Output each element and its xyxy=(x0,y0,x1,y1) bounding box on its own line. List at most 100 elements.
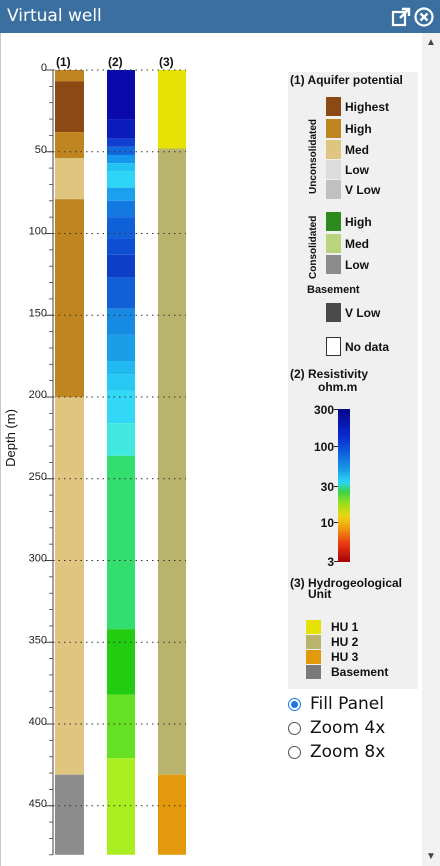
depth-tick-label: 450 xyxy=(29,798,47,810)
hydro-legend-title: (3) Hydrogeological xyxy=(290,576,403,590)
layer-col1 xyxy=(55,70,84,82)
no-data-swatch xyxy=(326,337,341,356)
depth-tick-label: 50 xyxy=(35,144,47,156)
resistivity-colorbar xyxy=(338,409,350,562)
layer-col2 xyxy=(107,423,135,456)
resistivity-tick-label: 100 xyxy=(313,440,334,454)
radio-button[interactable] xyxy=(288,722,301,735)
aquifer-swatch xyxy=(326,255,341,274)
depth-tick-label: 400 xyxy=(29,716,47,728)
radio-label[interactable]: Zoom 8x xyxy=(310,742,386,762)
hydro-label: HU 2 xyxy=(331,635,359,649)
resistivity-tick xyxy=(334,409,338,410)
layer-col2 xyxy=(107,758,135,855)
scroll-up-icon[interactable]: ▲ xyxy=(426,37,436,48)
resistivity-tick-label: 30 xyxy=(320,480,334,494)
hydro-legend-title-2: Unit xyxy=(308,587,332,601)
layer-col2 xyxy=(107,146,135,156)
aquifer-swatch xyxy=(326,119,341,138)
basement-label: Basement xyxy=(307,284,360,296)
radio-button[interactable] xyxy=(288,746,301,759)
aquifer-swatch xyxy=(326,180,341,199)
layer-col2 xyxy=(107,308,135,335)
depth-tick-label: 0 xyxy=(41,62,47,74)
resistivity-legend-title: (2) Resistivity xyxy=(290,367,369,381)
layer-col2 xyxy=(107,238,135,255)
depth-tick-label: 200 xyxy=(29,389,47,401)
layer-col2 xyxy=(107,217,135,239)
aquifer-swatch xyxy=(326,140,341,159)
hydro-label: HU 1 xyxy=(331,620,359,634)
layer-col2 xyxy=(107,187,135,201)
external-link-icon[interactable] xyxy=(391,7,411,27)
resistivity-tick-label: 10 xyxy=(320,516,334,530)
close-circle-icon[interactable] xyxy=(414,7,434,27)
layer-col2 xyxy=(107,334,135,362)
layer-col2 xyxy=(107,200,135,218)
aquifer-label: Low xyxy=(345,258,369,272)
aquifer-label: High xyxy=(345,215,372,229)
aquifer-label: V Low xyxy=(345,183,381,197)
virtual-well-panel: (1) (2) (3) 0 50 100 150 200 250 300 350 400 450 Dept… xyxy=(0,33,440,866)
hydro-label: HU 3 xyxy=(331,650,359,664)
aquifer-swatch xyxy=(326,160,341,179)
radio-label[interactable]: Fill Panel xyxy=(310,694,384,714)
aquifer-swatch xyxy=(326,212,341,231)
resistivity-tick xyxy=(334,486,338,487)
legend-panel: (1) Aquifer potential Unconsolidated Highe… xyxy=(288,72,418,689)
aquifer-swatch xyxy=(326,97,341,116)
hydro-swatch xyxy=(306,620,321,634)
aquifer-label: V Low xyxy=(345,306,381,320)
aquifer-label: Highest xyxy=(345,100,390,114)
layer-col2 xyxy=(107,629,135,695)
scrollbar[interactable]: ▲ ▼ xyxy=(422,33,440,866)
resistivity-unit: ohm.m xyxy=(318,380,358,394)
layer-col2 xyxy=(107,163,135,172)
title-bar: Virtual well xyxy=(0,0,440,33)
well-log-chart: (1) (2) (3) 0 50 100 150 200 250 300 350 400 450 Dept… xyxy=(3,55,186,856)
consolidated-label: Consolidated xyxy=(308,215,319,279)
radio-label[interactable]: Zoom 4x xyxy=(310,718,386,738)
depth-tick-label: 100 xyxy=(29,226,47,238)
column-label: (3) xyxy=(159,55,174,69)
hydro-label: Basement xyxy=(331,665,389,679)
layer-col2 xyxy=(107,155,135,164)
depth-axis-label: Depth (m) xyxy=(3,409,18,467)
aquifer-label: Med xyxy=(345,143,369,157)
layer-col2 xyxy=(107,390,135,424)
layer-col2 xyxy=(107,277,135,309)
radio-button[interactable] xyxy=(288,698,301,711)
hydro-swatch xyxy=(306,665,321,679)
layer-col2 xyxy=(107,119,135,139)
hydro-swatch xyxy=(306,635,321,649)
column-label: (2) xyxy=(108,55,123,69)
layer-col1 xyxy=(55,132,84,159)
column-label: (1) xyxy=(56,55,71,69)
layer-col3 xyxy=(158,148,186,775)
layer-col3 xyxy=(158,774,186,855)
layer-col2 xyxy=(107,374,135,391)
hydro-swatch xyxy=(306,650,321,664)
aquifer-label: Low xyxy=(345,163,369,177)
scroll-down-icon[interactable]: ▼ xyxy=(426,851,436,862)
layer-col2 xyxy=(107,361,135,375)
layer-col1 xyxy=(55,81,84,133)
depth-tick-label: 350 xyxy=(29,634,47,646)
resistivity-tick xyxy=(334,522,338,523)
layer-col2 xyxy=(107,694,135,759)
layer-col2 xyxy=(107,70,135,120)
layer-col2 xyxy=(107,171,135,188)
resistivity-tick xyxy=(334,446,338,447)
resistivity-tick-label: 3 xyxy=(327,555,334,569)
depth-tick-label: 150 xyxy=(29,307,47,319)
layer-col2 xyxy=(107,455,135,630)
layer-col1 xyxy=(55,397,84,775)
aquifer-legend-title: (1) Aquifer potential xyxy=(290,73,403,87)
aquifer-label: Med xyxy=(345,237,369,251)
layer-col1 xyxy=(55,158,84,200)
no-data-label: No data xyxy=(345,340,390,354)
aquifer-swatch xyxy=(326,234,341,253)
window-title: Virtual well xyxy=(7,6,102,26)
depth-tick-label: 300 xyxy=(29,553,47,565)
layer-col3 xyxy=(158,70,186,149)
